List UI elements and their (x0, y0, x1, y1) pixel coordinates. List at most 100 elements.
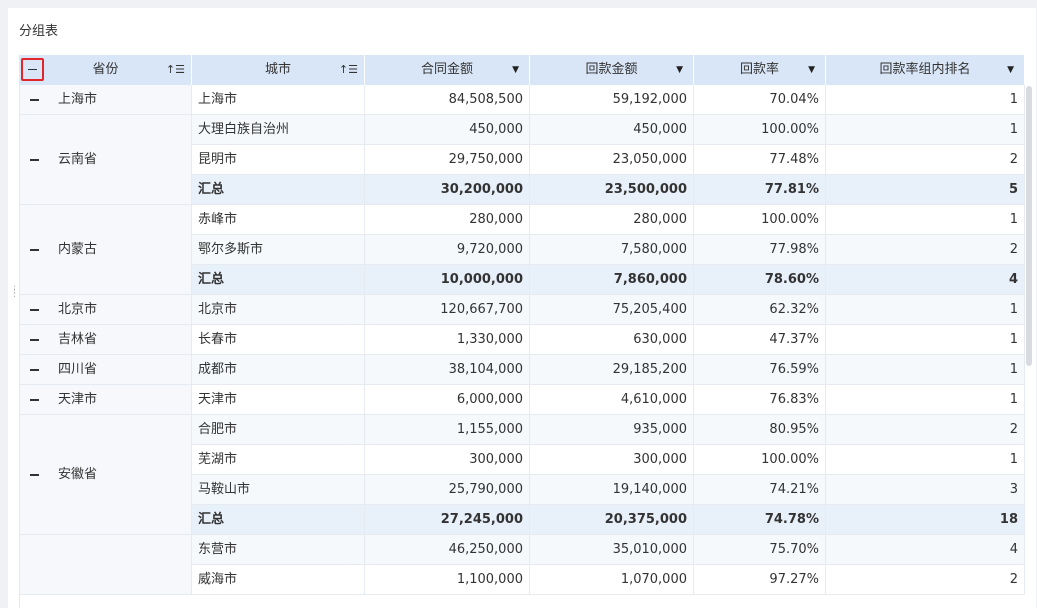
header-city-label: 城市 (264, 62, 291, 77)
cell-payment: 450,000 (530, 115, 694, 144)
collapse-group-icon[interactable] (27, 393, 41, 407)
cell-city: 昆明市 (192, 145, 365, 174)
caret-down-icon[interactable]: ▼ (512, 65, 519, 75)
header-payment-label: 回款金额 (585, 62, 638, 77)
cell-contract: 450,000 (365, 115, 530, 144)
header-rate-label: 回款率 (739, 62, 779, 77)
cell-contract: 25,790,000 (365, 475, 530, 504)
cell-rate: 62.32% (694, 295, 826, 324)
caret-down-icon[interactable]: ▼ (1007, 65, 1014, 75)
caret-down-icon[interactable]: ▼ (676, 65, 683, 75)
collapse-group-icon[interactable] (27, 363, 41, 377)
cell-rate: 100.00% (694, 115, 826, 144)
cell-payment: 935,000 (530, 415, 694, 444)
cell-rank: 4 (826, 535, 1025, 564)
panel-title: 分组表 (19, 24, 59, 39)
cell-rate: 70.04% (694, 85, 826, 114)
header-payment[interactable]: 回款金额 ▼ (530, 55, 694, 85)
cell-rate: 78.60% (694, 265, 826, 294)
cell-city: 威海市 (192, 565, 365, 594)
cell-city: 合肥市 (192, 415, 365, 444)
collapse-group-icon[interactable] (27, 153, 41, 167)
cell-city: 成都市 (192, 355, 365, 384)
cell-city: 天津市 (192, 385, 365, 414)
cell-rank: 1 (826, 295, 1025, 324)
cell-rank: 2 (826, 145, 1025, 174)
cell-rate: 76.83% (694, 385, 826, 414)
cell-rank: 1 (826, 355, 1025, 384)
resize-grip-icon[interactable]: ⋮ ⋮ (10, 285, 19, 299)
cell-city: 大理白族自治州 (192, 115, 365, 144)
caret-down-icon[interactable]: ▼ (808, 65, 815, 75)
header-rank[interactable]: 回款率组内排名 ▼ (826, 55, 1025, 85)
province-group-cell: 北京市 (20, 295, 192, 325)
cell-payment: 29,185,200 (530, 355, 694, 384)
cell-rate: 77.81% (694, 175, 826, 204)
cell-contract: 27,245,000 (365, 505, 530, 534)
province-group-cell: 四川省 (20, 355, 192, 385)
cell-city: 汇总 (192, 265, 365, 294)
cell-payment: 1,070,000 (530, 565, 694, 594)
cell-contract: 300,000 (365, 445, 530, 474)
cell-payment: 59,192,000 (530, 85, 694, 114)
cell-city: 东营市 (192, 535, 365, 564)
cell-city: 长春市 (192, 325, 365, 354)
province-group-cell: 内蒙古 (20, 205, 192, 295)
sort-icon[interactable]: ↑☰ (338, 63, 358, 76)
cell-rate: 75.70% (694, 535, 826, 564)
cell-rate: 47.37% (694, 325, 826, 354)
cell-contract: 46,250,000 (365, 535, 530, 564)
province-name: 四川省 (58, 362, 98, 377)
collapse-all-button[interactable] (21, 58, 44, 81)
cell-contract: 120,667,700 (365, 295, 530, 324)
header-contract-label: 合同金额 (420, 62, 473, 77)
cell-city: 芜湖市 (192, 445, 365, 474)
header-rate[interactable]: 回款率 ▼ (694, 55, 826, 85)
header-contract[interactable]: 合同金额 ▼ (365, 55, 530, 85)
cell-rate: 74.21% (694, 475, 826, 504)
cell-rank: 2 (826, 415, 1025, 444)
cell-rank: 3 (826, 475, 1025, 504)
cell-city: 马鞍山市 (192, 475, 365, 504)
collapse-group-icon[interactable] (27, 303, 41, 317)
collapse-group-icon[interactable] (27, 243, 41, 257)
cell-rate: 97.27% (694, 565, 826, 594)
cell-rate: 77.98% (694, 235, 826, 264)
cell-rank: 1 (826, 85, 1025, 114)
cell-rate: 100.00% (694, 445, 826, 474)
cell-city: 上海市 (192, 85, 365, 114)
province-name: 内蒙古 (58, 242, 98, 257)
province-name: 北京市 (58, 302, 98, 317)
collapse-group-icon[interactable] (27, 468, 41, 482)
cell-rank: 1 (826, 205, 1025, 234)
cell-contract: 29,750,000 (365, 145, 530, 174)
header-city[interactable]: 城市 ↑☰ (192, 55, 365, 85)
vertical-scrollbar[interactable] (1026, 86, 1032, 366)
cell-payment: 630,000 (530, 325, 694, 354)
cell-city: 汇总 (192, 175, 365, 204)
cell-payment: 35,010,000 (530, 535, 694, 564)
province-group-cell: 云南省 (20, 115, 192, 205)
table-row: 芜湖市 300,000 300,000 100.00% 1 (20, 445, 1025, 475)
table-row: 上海市 84,508,500 59,192,000 70.04% 1 (20, 85, 1025, 115)
cell-rate: 74.78% (694, 505, 826, 534)
collapse-group-icon[interactable] (27, 333, 41, 347)
sort-icon[interactable]: ↑☰ (165, 63, 185, 76)
cell-rank: 1 (826, 115, 1025, 144)
cell-rate: 80.95% (694, 415, 826, 444)
collapse-group-icon[interactable] (27, 93, 41, 107)
cell-city: 鄂尔多斯市 (192, 235, 365, 264)
cell-payment: 23,500,000 (530, 175, 694, 204)
header-province[interactable]: 省份 ↑☰ (20, 55, 192, 85)
cell-payment: 4,610,000 (530, 385, 694, 414)
table-row: 天津市 6,000,000 4,610,000 76.83% 1 (20, 385, 1025, 415)
cell-contract: 84,508,500 (365, 85, 530, 114)
province-group-cell: 上海市 (20, 85, 192, 115)
cell-payment: 7,580,000 (530, 235, 694, 264)
cell-payment: 7,860,000 (530, 265, 694, 294)
province-group-cell (20, 535, 192, 595)
province-group-cell: 吉林省 (20, 325, 192, 355)
province-name: 上海市 (58, 92, 98, 107)
cell-rate: 100.00% (694, 205, 826, 234)
header-rank-label: 回款率组内排名 (879, 62, 971, 77)
